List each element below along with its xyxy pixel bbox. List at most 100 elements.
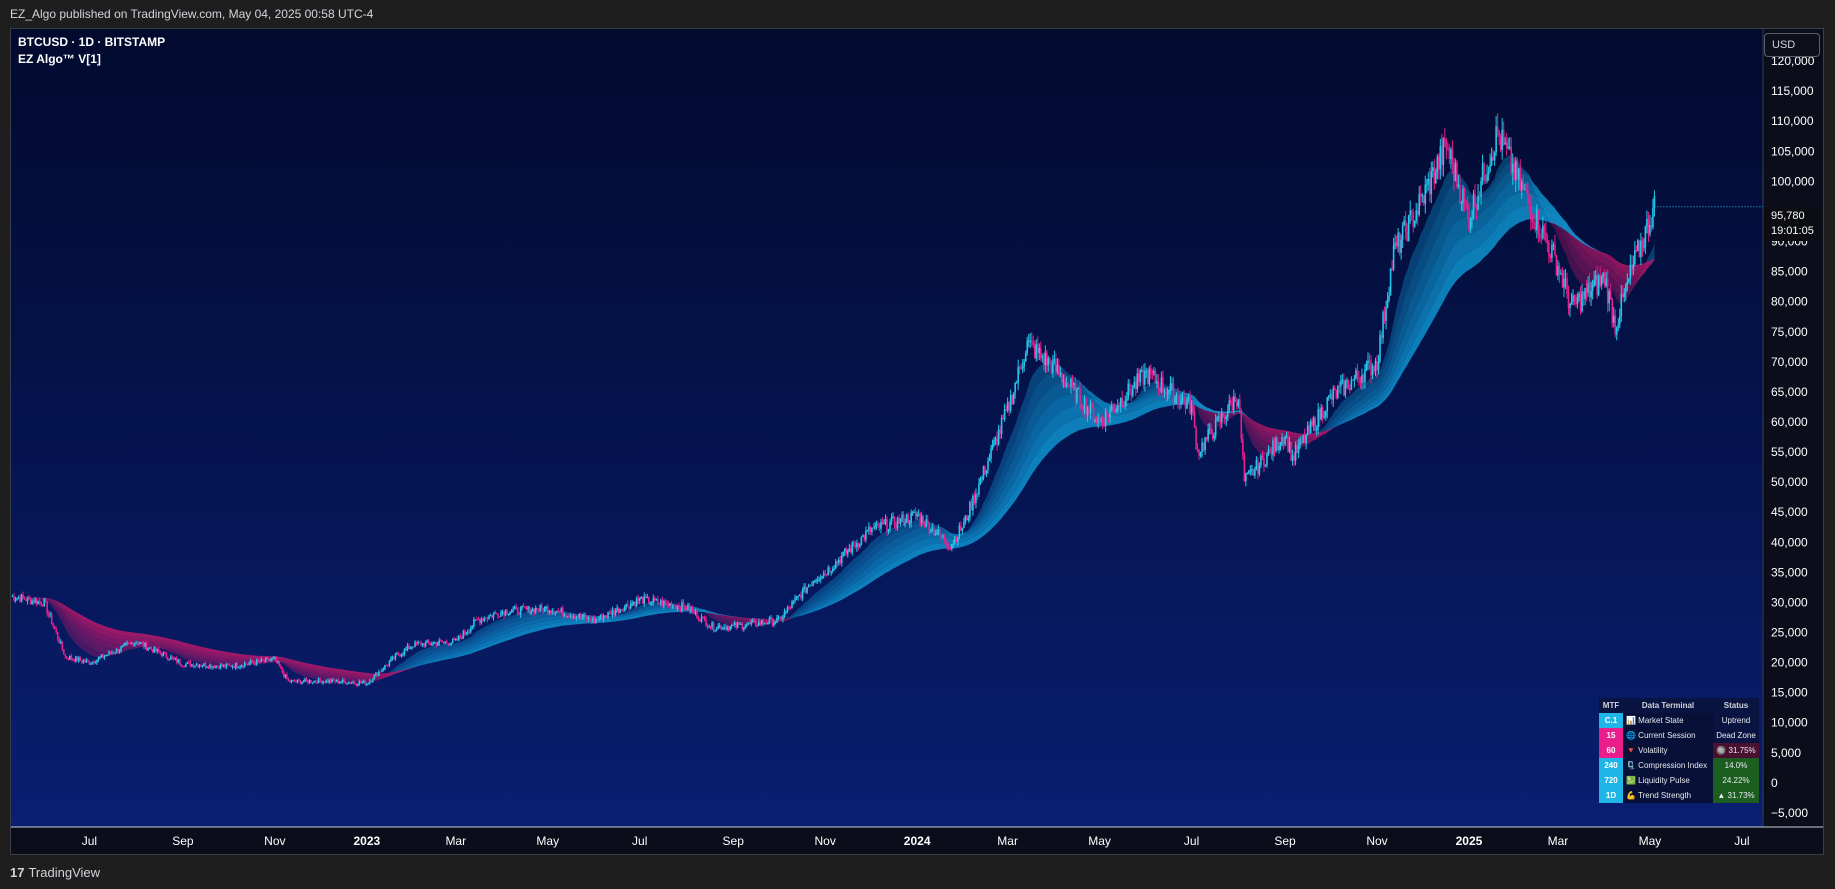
- candle-body: [20, 594, 23, 602]
- candle-body: [219, 664, 222, 669]
- terminal-mtf: 720: [1599, 773, 1623, 788]
- candle-body: [1572, 295, 1574, 302]
- candle-body: [1388, 295, 1390, 301]
- candle-body: [1211, 434, 1214, 439]
- candle-body: [485, 617, 487, 619]
- candle-body: [1344, 381, 1347, 396]
- candle-body: [1469, 219, 1472, 230]
- candle-body: [168, 659, 171, 661]
- candle-body: [1038, 348, 1041, 354]
- candle-body: [1193, 412, 1196, 428]
- candle-body: [850, 548, 852, 553]
- candle-body: [611, 610, 614, 616]
- candle-body: [1400, 239, 1402, 253]
- candle-body: [1404, 220, 1407, 232]
- indicator-legend[interactable]: EZ Algo™ V[1]: [18, 52, 101, 66]
- candle-body: [549, 611, 552, 613]
- candle-body: [874, 525, 876, 529]
- candle-body: [619, 609, 621, 614]
- candle-body: [301, 681, 303, 684]
- candle-body: [926, 519, 929, 523]
- candle-body: [237, 667, 240, 669]
- candle-body: [305, 678, 308, 681]
- candle-body: [23, 597, 26, 600]
- candle-body: [1528, 201, 1531, 205]
- candle-body: [542, 608, 545, 612]
- candle-body: [640, 597, 643, 599]
- candle-body: [572, 616, 575, 618]
- tradingview-logo[interactable]: 17 TradingView: [10, 865, 100, 880]
- candle-body: [800, 595, 802, 599]
- symbol-legend[interactable]: BTCUSD · 1D · BITSTAMP: [18, 35, 166, 49]
- candle-body: [1537, 209, 1540, 235]
- candle-body: [1321, 407, 1324, 418]
- candle-body: [477, 619, 480, 621]
- candle-body: [445, 641, 448, 643]
- terminal-row: 240 🗜️ Compression Index 14.0%: [1599, 758, 1759, 773]
- candle-body: [524, 607, 526, 609]
- y-tick-label: 15,000: [1771, 686, 1808, 700]
- candle-body: [616, 607, 618, 612]
- candle-body: [204, 663, 207, 668]
- candle-body: [1046, 352, 1048, 366]
- candle-body: [1302, 435, 1304, 444]
- candle-body: [41, 604, 44, 607]
- candle-body: [1526, 190, 1529, 202]
- candle-body: [938, 529, 941, 536]
- y-tick-label: 60,000: [1771, 415, 1808, 429]
- currency-button[interactable]: USD: [1764, 33, 1820, 57]
- candle-body: [251, 660, 254, 663]
- candle-body: [638, 597, 641, 601]
- candle-body: [813, 580, 816, 582]
- candle-body: [742, 628, 745, 630]
- candle-body: [1523, 188, 1526, 190]
- price-chart[interactable]: 120,000115,000110,000105,000100,00095,00…: [11, 29, 1823, 854]
- candle-body: [1157, 381, 1160, 389]
- candle-body: [381, 669, 383, 672]
- candle-body: [1492, 156, 1494, 161]
- chart-pane[interactable]: 120,000115,000110,000105,000100,00095,00…: [10, 28, 1824, 855]
- candle-body: [1609, 291, 1612, 300]
- candle-body: [37, 600, 39, 605]
- candle-body: [963, 522, 965, 528]
- candle-body: [1201, 442, 1203, 452]
- candle-body: [61, 641, 64, 650]
- candle-body: [465, 632, 468, 634]
- trend-band: [1603, 252, 1655, 268]
- candle-body: [898, 517, 900, 524]
- candle-body: [38, 600, 41, 602]
- candle-body: [160, 653, 163, 657]
- candle-body: [1177, 395, 1179, 402]
- candle-body: [967, 517, 970, 521]
- candle-body: [1412, 212, 1415, 227]
- candle-body: [1632, 264, 1635, 270]
- candle-body: [672, 605, 674, 609]
- candle-body: [819, 578, 822, 580]
- candle-body: [593, 617, 596, 623]
- candle-body: [1418, 194, 1421, 215]
- candle-body: [660, 600, 662, 604]
- candle-body: [937, 529, 940, 534]
- candle-body: [1097, 418, 1099, 423]
- candle-body: [50, 614, 53, 625]
- candle-body: [1058, 364, 1060, 375]
- candle-body: [620, 609, 623, 611]
- candle-body: [1190, 404, 1193, 414]
- candle-body: [1264, 465, 1267, 467]
- candle-body: [528, 606, 531, 614]
- candle-body: [691, 608, 694, 611]
- candle-body: [414, 641, 416, 647]
- candle-body: [99, 656, 101, 658]
- candle-body: [706, 625, 709, 627]
- candle-body: [400, 654, 403, 657]
- candle-body: [248, 662, 251, 665]
- candle-body: [913, 512, 915, 514]
- candle-body: [866, 530, 869, 532]
- candle-body: [1056, 364, 1059, 372]
- candle-body: [1284, 436, 1286, 445]
- candle-body: [975, 493, 977, 503]
- candle-body: [124, 643, 127, 645]
- candle-body: [1088, 408, 1090, 414]
- candle-body: [1474, 194, 1476, 207]
- candle-body: [135, 642, 137, 644]
